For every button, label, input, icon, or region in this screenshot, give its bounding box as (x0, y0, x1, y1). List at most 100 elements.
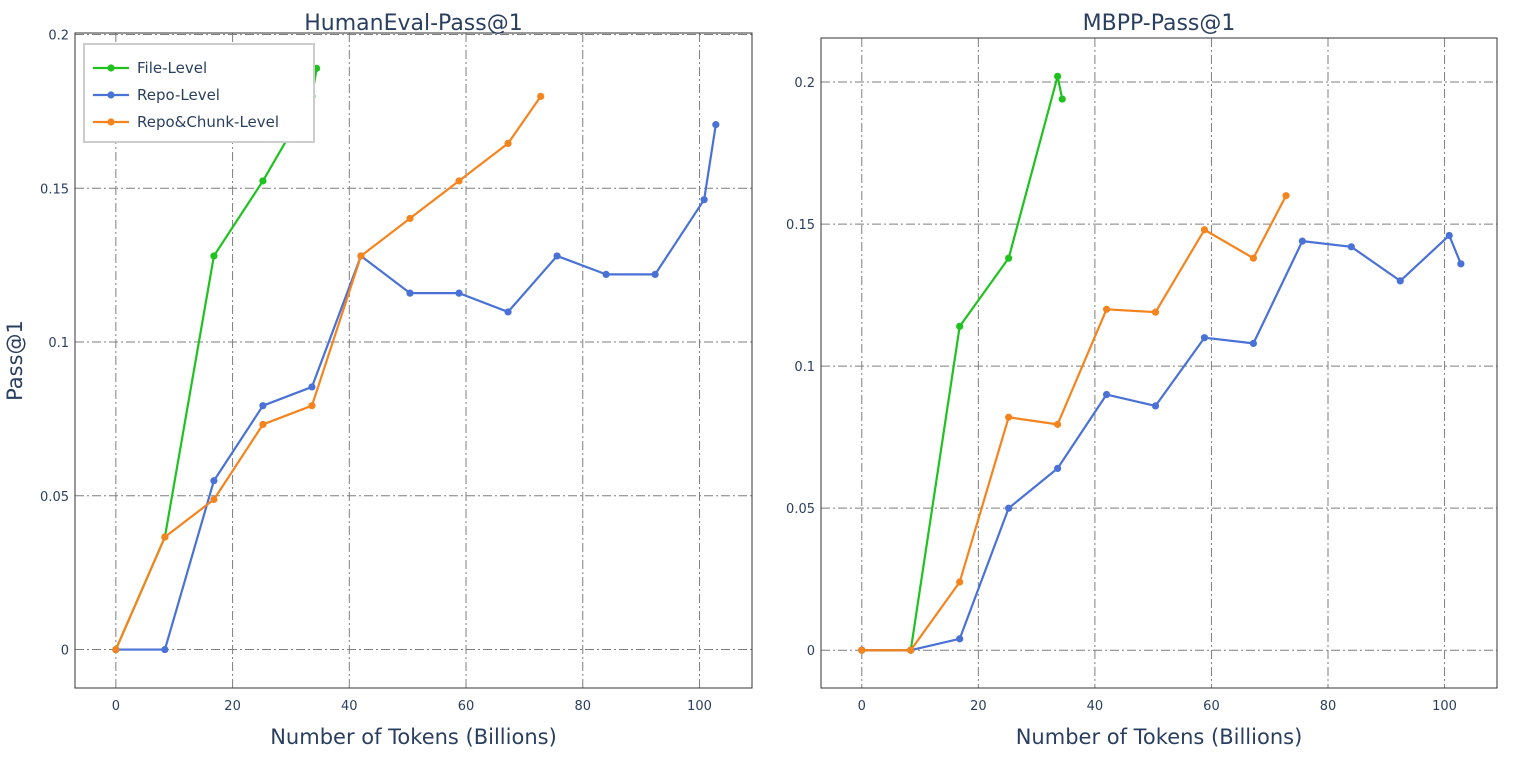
x-tick-label: 0 (112, 699, 120, 714)
data-point (602, 270, 610, 278)
x-tick-label: 20 (224, 699, 241, 714)
data-point (651, 270, 659, 278)
y-tick-label: 0 (61, 644, 69, 659)
y-tick-label: 0 (807, 644, 815, 659)
data-point (1249, 339, 1258, 347)
series-repo-chunk-level (112, 92, 545, 654)
y-tick-label: 0.05 (786, 502, 815, 517)
x-tick-label: 60 (458, 699, 475, 714)
series-repo-level (112, 121, 720, 654)
data-point (1200, 226, 1209, 234)
data-point (907, 646, 915, 654)
data-point (712, 121, 720, 129)
data-point (259, 402, 267, 410)
data-point (1457, 260, 1465, 268)
data-point (1005, 413, 1013, 421)
legend-label: Repo-Level (137, 86, 220, 104)
data-point (210, 495, 218, 504)
data-point (956, 635, 964, 643)
data-point (858, 646, 866, 654)
data-point (406, 289, 414, 297)
data-point (553, 252, 561, 260)
data-point (1347, 243, 1355, 251)
x-tick-label: 80 (1320, 699, 1337, 714)
series-line (861, 234, 1462, 652)
plot-frame (820, 37, 1498, 689)
data-point (259, 177, 267, 185)
mbpp-panel: 0 20 40 60 80 100 0 0.05 0.1 0.15 0.2 MBPP-Pass@1 Nu… (786, 11, 1498, 749)
legend-label: File-Level (137, 59, 207, 77)
data-point (1058, 95, 1066, 103)
plot-frame (74, 32, 753, 689)
x-axis-title: Number of Tokens (Billions) (270, 725, 557, 749)
data-point (1054, 72, 1062, 80)
data-point (956, 322, 964, 330)
data-point (504, 139, 512, 147)
y-tick-label: 0.2 (794, 76, 815, 91)
data-point (1396, 277, 1404, 285)
legend-swatch-marker (107, 118, 115, 126)
series-line (114, 68, 318, 651)
data-point (455, 289, 463, 297)
chart-title: HumanEval-Pass@1 (304, 11, 522, 36)
series-repo-level (858, 231, 1465, 654)
series-repo-chunk-level (858, 192, 1290, 654)
y-tick-label: 0.1 (794, 360, 815, 375)
series-file-level (858, 72, 1066, 654)
series-line (861, 195, 1288, 652)
x-tick-label: 80 (574, 699, 591, 714)
x-tick-label: 20 (970, 699, 987, 714)
x-axis-title: Number of Tokens (Billions) (1016, 725, 1303, 749)
y-tick-label: 0.15 (786, 218, 815, 233)
data-point (1102, 390, 1111, 399)
data-point (1102, 305, 1111, 313)
data-point (1005, 504, 1013, 512)
x-tick-label: 100 (1432, 699, 1457, 714)
data-point (1151, 402, 1160, 410)
legend: File-Level Repo-Level Repo&Chunk-Level (83, 43, 315, 143)
data-point (1200, 334, 1209, 342)
y-tick-label: 0.05 (40, 490, 69, 505)
x-tick-label: 40 (1087, 699, 1104, 714)
data-point (1282, 192, 1290, 200)
data-point (1054, 464, 1062, 472)
y-tick-label: 0.1 (48, 336, 69, 351)
data-point (406, 214, 414, 223)
data-point (1151, 308, 1160, 316)
x-tick-label: 0 (858, 699, 866, 714)
legend-swatch-marker (107, 64, 115, 72)
data-point (504, 308, 512, 316)
legend-box (83, 43, 315, 143)
data-point (537, 92, 545, 100)
data-point (1445, 231, 1453, 240)
data-point (210, 477, 218, 485)
y-tick-label: 0.15 (40, 182, 69, 197)
data-point (700, 196, 708, 204)
x-tick-label: 60 (1203, 699, 1220, 714)
data-point (308, 383, 316, 391)
data-point (308, 402, 316, 410)
data-point (259, 420, 267, 429)
chart-title: MBPP-Pass@1 (1083, 11, 1236, 36)
data-point (1298, 237, 1306, 245)
data-point (1005, 254, 1013, 262)
series-line (861, 75, 1064, 652)
legend-label: Repo&Chunk-Level (137, 113, 279, 131)
series-file-level (112, 64, 321, 654)
data-point (112, 645, 120, 654)
data-point (956, 578, 964, 586)
data-point (161, 645, 169, 654)
data-point (210, 252, 218, 260)
data-point (1054, 420, 1062, 428)
legend-swatch-marker (107, 91, 115, 99)
y-tick-label: 0.2 (48, 29, 69, 44)
data-point (1249, 254, 1258, 262)
x-tick-label: 40 (341, 699, 358, 714)
data-point (357, 252, 365, 260)
series-line (114, 95, 542, 651)
data-point (455, 177, 463, 185)
x-tick-label: 100 (687, 699, 712, 714)
data-point (161, 533, 169, 541)
humaneval-panel: 0 20 40 60 80 100 0 0.05 0.1 0.15 0.2 HumanEval-Pas… (3, 11, 753, 749)
